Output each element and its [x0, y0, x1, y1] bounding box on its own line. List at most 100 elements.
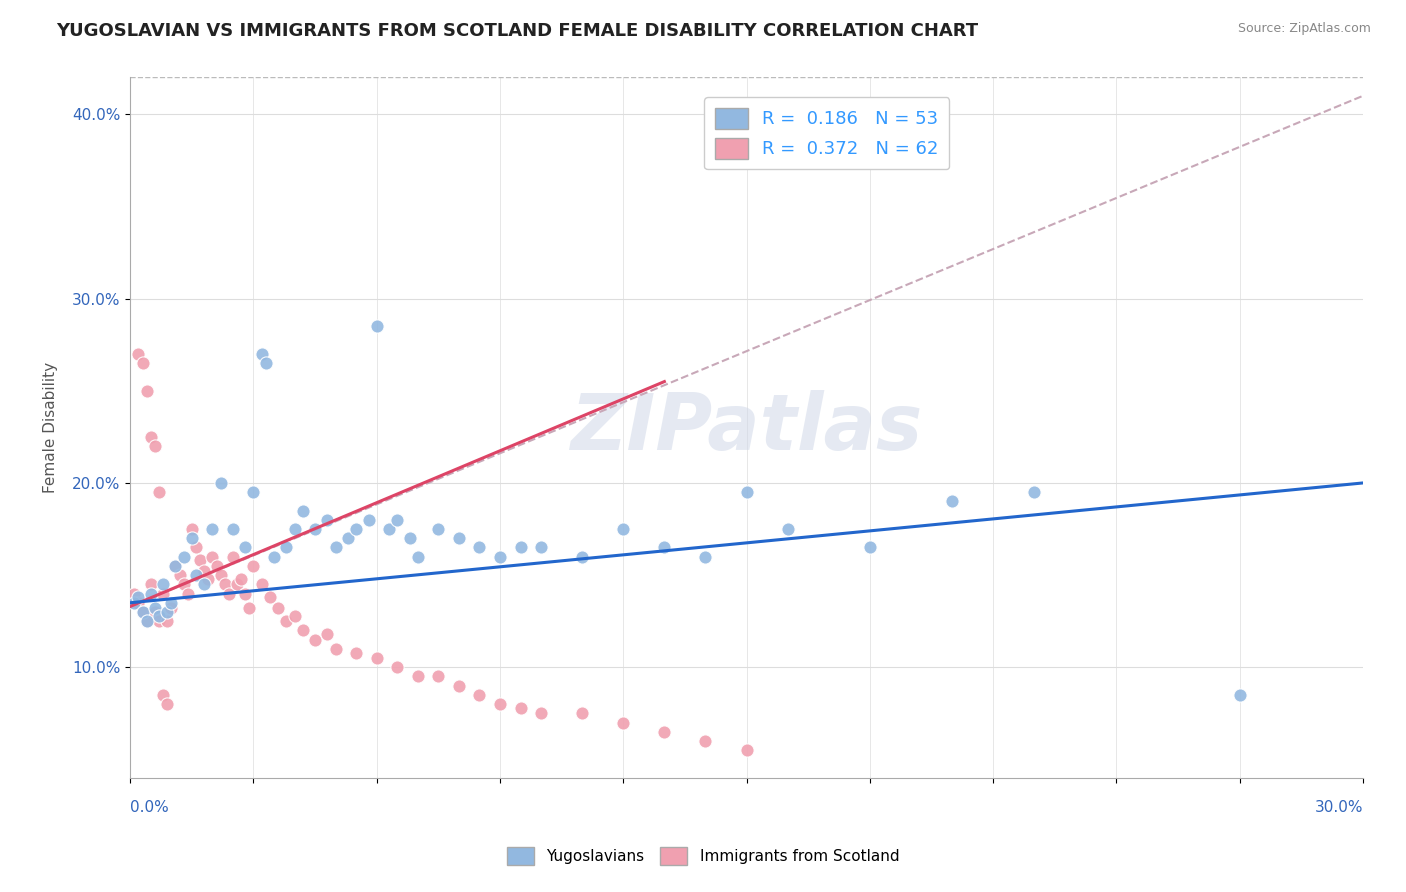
Point — [695, 734, 717, 748]
Point — [284, 608, 307, 623]
Point — [263, 549, 285, 564]
Point — [205, 558, 228, 573]
Point — [612, 715, 634, 730]
Legend: R =  0.186   N = 53, R =  0.372   N = 62: R = 0.186 N = 53, R = 0.372 N = 62 — [704, 97, 949, 169]
Point — [859, 541, 882, 555]
Point — [447, 679, 470, 693]
Point — [226, 577, 249, 591]
Point — [135, 384, 157, 398]
Text: YUGOSLAVIAN VS IMMIGRANTS FROM SCOTLAND FEMALE DISABILITY CORRELATION CHART: YUGOSLAVIAN VS IMMIGRANTS FROM SCOTLAND … — [56, 22, 979, 40]
Point — [489, 697, 512, 711]
Point — [131, 356, 153, 370]
Point — [304, 522, 326, 536]
Point — [152, 577, 174, 591]
Point — [165, 558, 187, 573]
Point — [344, 522, 367, 536]
Point — [197, 572, 219, 586]
Point — [325, 641, 347, 656]
Point — [152, 688, 174, 702]
Point — [254, 356, 277, 370]
Point — [180, 531, 202, 545]
Point — [316, 627, 339, 641]
Text: ZIPatlas: ZIPatlas — [571, 390, 922, 466]
Point — [233, 586, 256, 600]
Point — [218, 586, 240, 600]
Point — [250, 577, 273, 591]
Point — [177, 586, 200, 600]
Point — [127, 596, 149, 610]
Point — [468, 541, 491, 555]
Point — [398, 531, 420, 545]
Point — [735, 743, 758, 757]
Point — [509, 541, 531, 555]
Text: Source: ZipAtlas.com: Source: ZipAtlas.com — [1237, 22, 1371, 36]
Point — [209, 475, 232, 490]
Point — [612, 522, 634, 536]
Point — [184, 541, 207, 555]
Point — [357, 513, 380, 527]
Point — [156, 605, 179, 619]
Point — [193, 577, 215, 591]
Point — [124, 596, 146, 610]
Point — [156, 614, 179, 628]
Point — [160, 601, 183, 615]
Point — [131, 605, 153, 619]
Point — [214, 577, 236, 591]
Point — [143, 439, 166, 453]
Point — [276, 614, 298, 628]
Point — [406, 549, 429, 564]
Point — [165, 558, 187, 573]
Point — [571, 706, 593, 721]
Point — [193, 565, 215, 579]
Point — [366, 319, 388, 334]
Point — [304, 632, 326, 647]
Point — [276, 541, 298, 555]
Point — [201, 549, 224, 564]
Point — [139, 577, 162, 591]
Point — [447, 531, 470, 545]
Point — [267, 601, 290, 615]
Point — [941, 494, 963, 508]
Point — [735, 485, 758, 500]
Point — [337, 531, 360, 545]
Text: 30.0%: 30.0% — [1315, 800, 1362, 815]
Point — [242, 485, 264, 500]
Point — [127, 591, 149, 605]
Point — [180, 522, 202, 536]
Point — [316, 513, 339, 527]
Point — [201, 522, 224, 536]
Point — [222, 522, 245, 536]
Point — [131, 605, 153, 619]
Point — [173, 577, 195, 591]
Point — [250, 347, 273, 361]
Point — [188, 553, 211, 567]
Point — [124, 586, 146, 600]
Point — [148, 614, 170, 628]
Point — [509, 701, 531, 715]
Point — [139, 430, 162, 444]
Point — [1229, 688, 1251, 702]
Point — [209, 568, 232, 582]
Point — [160, 596, 183, 610]
Point — [387, 513, 409, 527]
Point — [135, 614, 157, 628]
Point — [139, 586, 162, 600]
Point — [143, 605, 166, 619]
Point — [184, 568, 207, 582]
Point — [387, 660, 409, 674]
Point — [378, 522, 401, 536]
Point — [654, 541, 676, 555]
Point — [1024, 485, 1046, 500]
Point — [127, 347, 149, 361]
Y-axis label: Female Disability: Female Disability — [44, 362, 58, 493]
Legend: Yugoslavians, Immigrants from Scotland: Yugoslavians, Immigrants from Scotland — [501, 841, 905, 871]
Point — [366, 651, 388, 665]
Point — [222, 549, 245, 564]
Point — [468, 688, 491, 702]
Point — [530, 541, 553, 555]
Point — [695, 549, 717, 564]
Point — [325, 541, 347, 555]
Point — [284, 522, 307, 536]
Point — [406, 669, 429, 683]
Point — [291, 503, 314, 517]
